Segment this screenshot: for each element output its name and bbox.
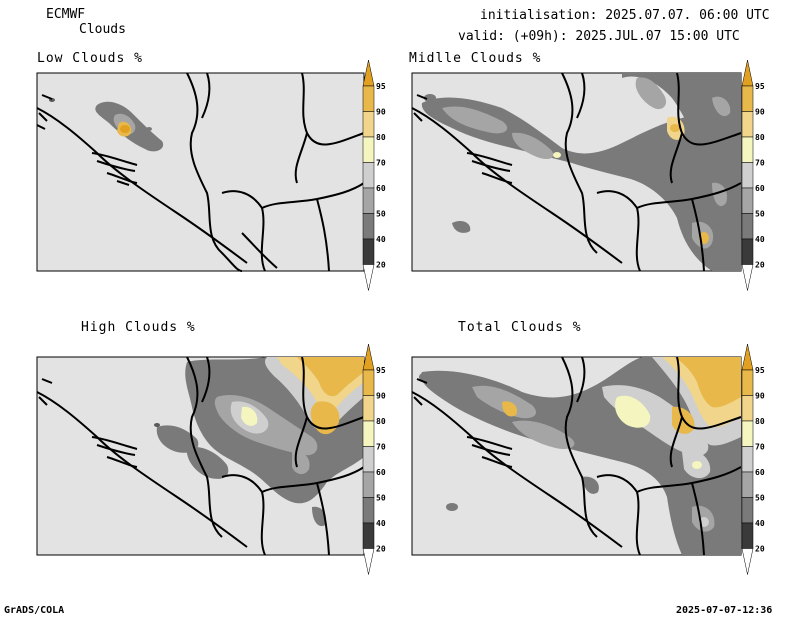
colorbar-segment: [362, 420, 375, 447]
colorbar-tick-label: 40: [755, 519, 765, 528]
panel-title-middle: Midlle Clouds %: [409, 51, 542, 66]
coastlines-borders-total: [411, 356, 742, 556]
colorbar-top-arrow: [741, 343, 754, 371]
colorbar-tick-label: 95: [376, 82, 386, 91]
colorbar-segment: [362, 522, 375, 549]
colorbar-tick-label: 70: [755, 159, 765, 168]
colorbar-segment: [741, 420, 754, 447]
colorbar-tick-label: 70: [755, 443, 765, 452]
colorbar-tick-label: 40: [376, 235, 386, 244]
footer-software: GrADS/COLA: [4, 605, 65, 616]
colorbar-tick-label: 95: [376, 366, 386, 375]
panel-title-total: Total Clouds %: [458, 320, 582, 335]
colorbar-middle: 95 90 80 70 60 50 40 20: [741, 59, 765, 291]
colorbar-bottom-arrow: [362, 264, 375, 291]
colorbar-segment: [741, 136, 754, 163]
colorbar-tick-label: 80: [755, 133, 765, 142]
colorbar-total: 95 90 80 70 60 50 40 20: [741, 343, 765, 575]
colorbar-segment: [362, 238, 375, 265]
colorbar-top-arrow: [362, 59, 375, 87]
map-low-clouds: [36, 72, 365, 272]
colorbar-segment: [741, 497, 754, 524]
cloud-field-high: [154, 357, 364, 527]
model-name: ECMWF: [46, 7, 86, 22]
colorbar-bottom-arrow: [362, 548, 375, 575]
colorbar-bottom-arrow: [741, 264, 754, 291]
colorbar-tick-label: 70: [376, 443, 386, 452]
colorbar-tick-label: 40: [755, 235, 765, 244]
colorbar-tick-label: 90: [376, 108, 386, 117]
colorbar-tick-label: 80: [755, 417, 765, 426]
coastlines-borders-middle: [411, 72, 742, 272]
colorbar-tick-label: 20: [376, 261, 386, 270]
colorbar-segment: [741, 111, 754, 138]
colorbar-tick-label: 70: [376, 159, 386, 168]
footer-timestamp: 2025-07-07-12:36: [676, 605, 773, 616]
product-name: Clouds: [79, 22, 126, 37]
colorbar-segment: [362, 136, 375, 163]
colorbar-tick-label: 50: [755, 494, 765, 503]
valid-time: valid: (+09h): 2025.JUL.07 15:00 UTC: [458, 29, 740, 44]
colorbar-bottom-arrow: [741, 548, 754, 575]
colorbar-tick-label: 50: [376, 494, 386, 503]
colorbar-segment: [362, 369, 375, 396]
cloud-field-middle: [421, 73, 741, 271]
colorbar-tick-label: 60: [376, 184, 386, 193]
map-total-clouds: [411, 356, 742, 556]
colorbar-low: 95 90 80 70 60 50 40 20: [362, 59, 386, 291]
colorbar-segment: [741, 369, 754, 396]
colorbar-tick-label: 80: [376, 417, 386, 426]
colorbar-segment: [741, 471, 754, 498]
colorbar-tick-label: 40: [376, 519, 386, 528]
colorbar-segment: [362, 162, 375, 189]
panel-title-high: High Clouds %: [81, 320, 196, 335]
cloud-field-total: [419, 357, 741, 555]
colorbar-tick-label: 95: [755, 82, 765, 91]
init-time: initialisation: 2025.07.07. 06:00 UTC: [480, 8, 770, 23]
colorbar-segment: [362, 471, 375, 498]
colorbar-tick-label: 95: [755, 366, 765, 375]
colorbar-tick-label: 50: [755, 210, 765, 219]
colorbar-segment: [362, 446, 375, 473]
colorbar-tick-label: 90: [376, 392, 386, 401]
map-middle-clouds: [411, 72, 742, 272]
colorbar-high: 95 90 80 70 60 50 40 20: [362, 343, 386, 575]
cloud-field-low: [49, 98, 164, 152]
colorbar-tick-label: 60: [755, 184, 765, 193]
colorbar-segment: [741, 187, 754, 214]
colorbar-tick-label: 80: [376, 133, 386, 142]
colorbar-tick-label: 20: [755, 261, 765, 270]
colorbar-segment: [741, 213, 754, 240]
colorbar-segment: [362, 111, 375, 138]
colorbar-segment: [362, 497, 375, 524]
coastlines-borders-low: [36, 72, 365, 272]
map-high-clouds: [36, 356, 365, 556]
colorbar-segment: [741, 162, 754, 189]
colorbar-segment: [362, 187, 375, 214]
colorbar-segment: [362, 395, 375, 422]
panel-title-low: Low Clouds %: [37, 51, 143, 66]
colorbar-segment: [362, 213, 375, 240]
colorbar-segment: [741, 446, 754, 473]
colorbar-tick-label: 90: [755, 108, 765, 117]
colorbar-tick-label: 50: [376, 210, 386, 219]
colorbar-top-arrow: [362, 343, 375, 371]
colorbar-segment: [741, 85, 754, 112]
coastlines-borders-high: [36, 356, 365, 556]
colorbar-segment: [741, 238, 754, 265]
colorbar-tick-label: 60: [376, 468, 386, 477]
colorbar-segment: [741, 522, 754, 549]
colorbar-segment: [741, 395, 754, 422]
colorbar-tick-label: 60: [755, 468, 765, 477]
colorbar-tick-label: 20: [755, 545, 765, 554]
colorbar-tick-label: 90: [755, 392, 765, 401]
colorbar-tick-label: 20: [376, 545, 386, 554]
colorbar-segment: [362, 85, 375, 112]
colorbar-top-arrow: [741, 59, 754, 87]
